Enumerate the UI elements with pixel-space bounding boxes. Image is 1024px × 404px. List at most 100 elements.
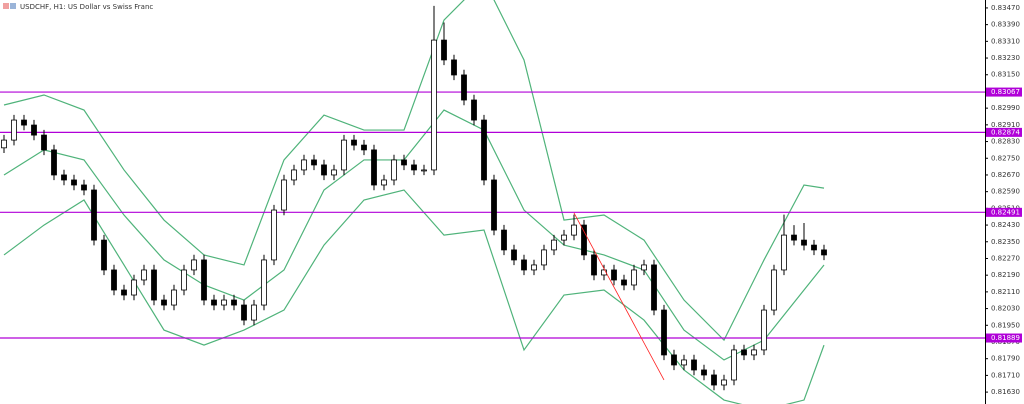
candle-body xyxy=(411,164,417,171)
level-label-box xyxy=(986,333,1022,343)
candle-body xyxy=(681,359,687,366)
candle-body xyxy=(321,164,327,176)
candle-body xyxy=(371,149,377,186)
candle-body xyxy=(361,144,367,151)
level-label: 0.82874 xyxy=(991,128,1020,136)
level-label: 0.82491 xyxy=(991,208,1020,216)
candle-body xyxy=(491,179,497,231)
y-tick-label: 0.82350 xyxy=(991,238,1020,246)
y-tick-label: 0.81790 xyxy=(991,355,1020,363)
level-label: 0.81889 xyxy=(991,334,1020,342)
y-tick-label: 0.82270 xyxy=(991,254,1020,262)
y-tick-label: 0.82030 xyxy=(991,305,1020,313)
candle-body xyxy=(71,179,77,186)
candle-body xyxy=(501,229,507,251)
candle-body xyxy=(381,179,387,186)
candle-body xyxy=(591,254,597,276)
y-tick-label: 0.82110 xyxy=(991,288,1020,296)
candle-body xyxy=(811,244,817,251)
candle-body xyxy=(291,169,297,181)
candle-body xyxy=(191,259,197,271)
candle-body xyxy=(761,309,767,351)
candle-body xyxy=(701,369,707,376)
candle-body xyxy=(531,264,537,271)
candle-body xyxy=(171,289,177,306)
candle-body xyxy=(451,59,457,76)
y-tick-label: 0.82910 xyxy=(991,121,1020,129)
candle-body xyxy=(351,139,357,146)
y-tick-label: 0.82830 xyxy=(991,138,1020,146)
candle-body xyxy=(211,299,217,306)
candle-body xyxy=(101,239,107,271)
candle-body xyxy=(821,249,827,256)
y-tick-label: 0.83150 xyxy=(991,71,1020,79)
band-upper xyxy=(3,0,825,342)
candle-body xyxy=(801,239,807,246)
candle-body xyxy=(441,39,447,61)
axis: 0.83470 0.83390 0.83310 0.83230 0.83150 0.830… xyxy=(985,4,1022,396)
candle-body xyxy=(561,234,567,241)
candle-body xyxy=(391,159,397,181)
chart-title: USDCHF, H1: US Dollar vs Swiss Franc xyxy=(20,3,153,11)
level-label-box xyxy=(986,127,1022,137)
candle-body xyxy=(611,269,617,281)
candle-body xyxy=(11,119,17,141)
trend-line xyxy=(573,212,665,381)
candle-body xyxy=(81,184,87,191)
candle-body xyxy=(21,119,27,126)
candle-body xyxy=(711,374,717,386)
candle-body xyxy=(721,379,727,386)
candle-body xyxy=(91,189,97,241)
candle-body xyxy=(161,299,167,306)
candle-body xyxy=(241,304,247,321)
candle-body xyxy=(281,179,287,211)
symbol-icon xyxy=(10,3,16,9)
candle-body xyxy=(421,169,427,172)
candle-body xyxy=(31,124,37,136)
y-tick-label: 0.83390 xyxy=(991,21,1020,29)
candle-body xyxy=(581,224,587,256)
candle-body xyxy=(431,39,437,171)
y-tick-label: 0.83230 xyxy=(991,54,1020,62)
y-tick-label: 0.82430 xyxy=(991,221,1020,229)
candle-body xyxy=(551,239,557,251)
candle-body xyxy=(181,269,187,291)
level-label: 0.83067 xyxy=(991,88,1020,96)
candle-body xyxy=(331,169,337,176)
candle-body xyxy=(1,139,7,149)
y-tick-label: 0.81710 xyxy=(991,371,1020,379)
band-middle xyxy=(3,109,825,361)
y-tick-label: 0.82670 xyxy=(991,171,1020,179)
level-label-box xyxy=(986,87,1022,97)
y-tick-label: 0.83470 xyxy=(991,4,1020,12)
candle-body xyxy=(731,349,737,381)
candle-body xyxy=(121,289,127,296)
candle-body xyxy=(61,174,67,181)
symbol-icon xyxy=(3,3,9,9)
candle-body xyxy=(461,74,467,101)
y-tick-label: 0.81950 xyxy=(991,321,1020,329)
candle-body xyxy=(741,349,747,356)
candle-body xyxy=(511,249,517,261)
candle-body xyxy=(661,309,667,356)
candle-body xyxy=(541,249,547,266)
candle-body xyxy=(141,269,147,281)
candle-body xyxy=(631,269,637,286)
candle-body xyxy=(401,159,407,166)
candle-body xyxy=(221,299,227,306)
y-tick-label: 0.83310 xyxy=(991,37,1020,45)
candle-body xyxy=(51,149,57,176)
candle-body xyxy=(261,259,267,306)
candle-body xyxy=(471,99,477,121)
plot-area xyxy=(0,0,985,404)
candle-body xyxy=(481,119,487,181)
candle-body xyxy=(691,359,697,371)
candle-body xyxy=(781,234,787,271)
candle-body xyxy=(641,264,647,271)
y-tick-label: 0.82190 xyxy=(991,271,1020,279)
y-tick-label: 0.82590 xyxy=(991,188,1020,196)
candle-body xyxy=(521,259,527,271)
candle-body xyxy=(751,349,757,356)
